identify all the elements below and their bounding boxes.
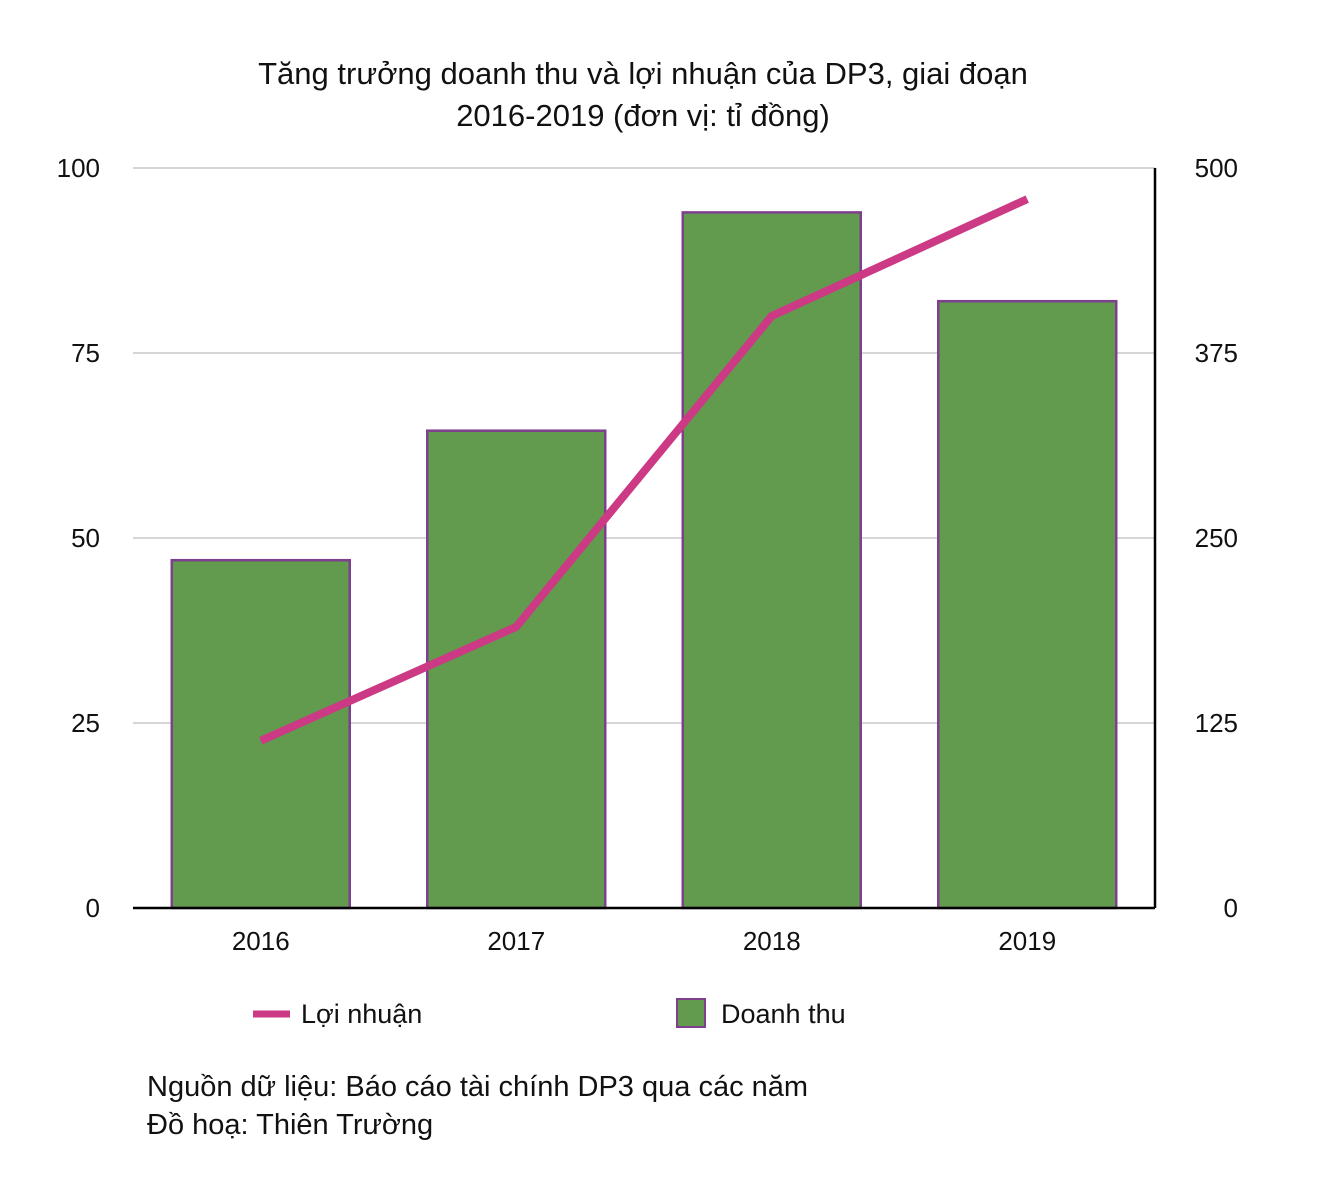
x-tick-label-2018: 2018 (743, 926, 801, 956)
bar-2017 (426, 429, 607, 910)
credit-note: Đồ hoạ: Thiên Trường (147, 1109, 434, 1141)
legend-revenue-label: Doanh thu (721, 999, 846, 1029)
left-tick-label: 75 (71, 338, 100, 368)
left-tick-label: 50 (71, 523, 100, 553)
x-tick-label-2019: 2019 (998, 926, 1056, 956)
tick-labels: 0 25 50 75 100 0 125 250 375 500 2016 2017 2018 2019 (57, 153, 1238, 956)
right-tick-label: 250 (1195, 523, 1238, 553)
revenue-bars (170, 211, 1118, 910)
x-tick-label-2016: 2016 (232, 926, 290, 956)
right-tick-label: 375 (1195, 338, 1238, 368)
bar-2016 (170, 558, 351, 910)
legend-revenue-swatch (676, 998, 706, 1028)
profit-line (259, 195, 1029, 745)
source-note: Nguồn dữ liệu: Báo cáo tài chính DP3 qua… (147, 1071, 809, 1103)
chart-title-line1: Tăng trưởng doanh thu và lợi nhuận của D… (258, 56, 1028, 91)
left-tick-label: 100 (57, 153, 100, 183)
legend: Lợi nhuận Doanh thu (253, 998, 846, 1029)
right-tick-label: 500 (1195, 153, 1238, 183)
left-tick-label: 25 (71, 708, 100, 738)
chart-title-line2: 2016-2019 (đơn vị: tỉ đồng) (456, 98, 830, 133)
right-tick-label: 0 (1224, 893, 1238, 923)
legend-profit-label: Lợi nhuận (301, 999, 422, 1029)
x-tick-label-2017: 2017 (487, 926, 545, 956)
bar-2018 (681, 211, 862, 910)
left-tick-label: 0 (86, 893, 100, 923)
right-tick-label: 125 (1195, 708, 1238, 738)
profit-line-group (259, 195, 1029, 745)
axes (133, 168, 1157, 910)
bar-2019 (937, 299, 1118, 910)
